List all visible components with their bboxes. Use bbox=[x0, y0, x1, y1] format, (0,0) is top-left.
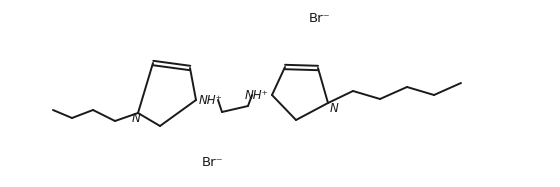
Text: Br⁻: Br⁻ bbox=[202, 156, 224, 168]
Text: Br⁻: Br⁻ bbox=[309, 11, 331, 24]
Text: N: N bbox=[330, 102, 339, 115]
Text: NH⁺: NH⁺ bbox=[245, 88, 269, 102]
Text: NH⁺: NH⁺ bbox=[199, 94, 223, 107]
Text: N: N bbox=[132, 112, 141, 125]
